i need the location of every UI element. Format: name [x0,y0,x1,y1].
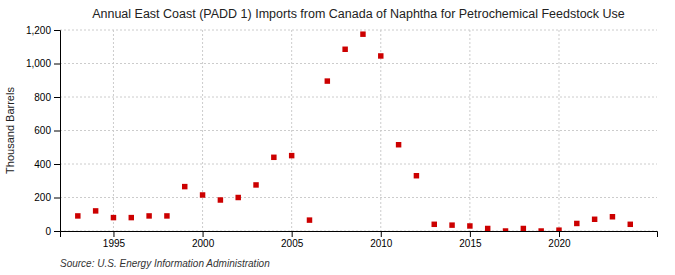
x-axis-tick-label: 2000 [192,238,215,249]
point [396,142,401,147]
x-axis-tick-mark [203,231,204,237]
y-axis-tick: 800 [34,92,60,103]
x-axis-tick: 2000 [192,231,215,249]
source: Source: U.S. Energy Information Administ… [60,258,270,269]
grid-line-y [60,164,657,165]
y-axis-line [54,31,61,232]
y-axis-tick: 0 [45,226,60,237]
point [200,192,205,197]
grid-line-x [469,30,470,231]
y-axis-tick-label: 1,000 [26,58,51,69]
point [164,213,169,218]
point [129,215,134,220]
point [414,173,419,178]
point [556,227,561,231]
points [75,31,633,231]
y-axis-tick-mark [54,97,60,98]
x-axis-tick-mark [381,231,382,237]
x-axis-tick-mark [559,231,560,237]
point [111,215,116,220]
y-axis-tick-label: 800 [34,92,51,103]
point [628,222,633,227]
chart: 1995 2000 2005 2010 2015 2020 0 200 400 600 800 1,0… [0,0,675,275]
point [271,155,276,160]
point [93,208,98,213]
x-axis-tick: 1995 [103,231,126,249]
grid-line-x [291,30,292,231]
point [146,213,151,218]
x-axis-tick: 2010 [370,231,393,249]
point [218,197,223,202]
y-axis-tick-label: 400 [34,159,51,170]
y-axis-tick-mark [54,131,60,132]
x-axis-tick-mark [292,231,293,237]
y-axis-tick-label: 1,200 [26,25,51,36]
grid-line-x [202,30,203,231]
y-axis-tick: 1,200 [26,25,60,36]
point [467,223,472,228]
point [521,226,526,231]
title: Annual East Coast (PADD 1) Imports from … [92,7,625,21]
x-axis-tick-label: 2020 [548,238,571,249]
y-axis-tick-label: 200 [34,192,51,203]
y-axis-title: Thousand Barrels [4,87,16,174]
point [235,195,240,200]
y-axis-tick-label: 0 [45,226,51,237]
point [378,53,383,58]
point [485,226,490,231]
grid-line-y [60,97,657,98]
x-axis-line [61,232,658,238]
x-axis-tick: 2005 [281,231,304,249]
plot-area: 1995 2000 2005 2010 2015 2020 0 200 400 600 800 1,0… [26,25,658,249]
point [325,78,330,83]
grid-line-x [558,30,559,231]
x-axis-tick: 2015 [459,231,482,249]
x-axis-tick-label: 2005 [281,238,304,249]
point [503,228,508,231]
point [431,222,436,227]
y-axis-tick-mark [54,30,60,31]
x-axis-tick-label: 2015 [459,238,482,249]
grid [60,30,657,231]
point [253,182,258,187]
y-axis-tick-mark [54,64,60,65]
point [307,217,312,222]
grid-line-y [60,130,657,131]
grid-line-x [380,30,381,231]
grid-line-x [113,30,114,231]
x-axis-tick-mark [113,231,114,237]
y-axis-tick: 1,000 [26,58,60,69]
x-axis-tick-mark [470,231,471,237]
y-axis: 0 200 400 600 800 1,000 1,200 [26,25,61,237]
y-axis-tick-label: 600 [34,125,51,136]
point [592,217,597,222]
point [449,222,454,227]
y-axis-tick: 600 [34,125,60,136]
grid-line-y [60,197,657,198]
grid-line-y [60,63,657,64]
point [75,213,80,218]
y-axis-tick-mark [54,198,60,199]
point [182,184,187,189]
y-axis-tick-mark [54,164,60,165]
x-axis-tick-label: 1995 [103,238,126,249]
point [360,31,365,36]
grid-line-y [60,30,657,31]
point [574,221,579,226]
y-axis-tick-mark [54,231,60,232]
y-axis-tick: 400 [34,159,60,170]
x-axis: 1995 2000 2005 2010 2015 2020 [61,231,658,249]
point [610,214,615,219]
point [289,153,294,158]
point [538,228,543,231]
x-axis-tick-label: 2010 [370,238,393,249]
y-axis-tick: 200 [34,192,60,203]
x-axis-tick: 2020 [548,231,571,249]
point [342,47,347,52]
